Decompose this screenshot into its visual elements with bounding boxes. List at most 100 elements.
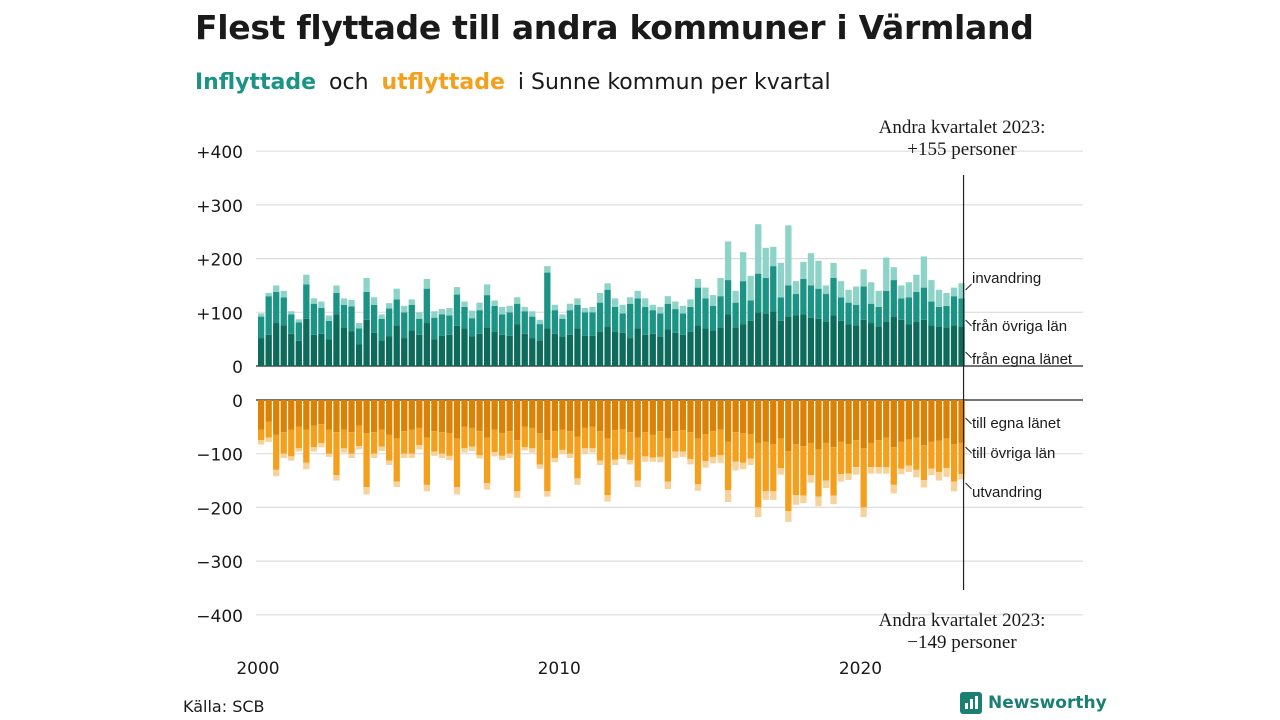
bar-out [280,453,287,458]
bar-out [777,438,784,469]
bar-out [574,400,581,437]
bar-out [611,400,619,431]
bar-out [935,400,943,441]
bar-out [386,400,393,435]
bar-out [499,455,506,461]
bar-out [740,462,747,470]
bar-out [950,444,958,482]
bar-out [807,475,815,483]
bar-out [273,400,280,435]
bar-in [423,323,430,366]
bar-out [709,400,717,432]
bar-in [770,266,777,312]
bar-out [747,400,754,435]
bar-out [378,446,385,452]
bar-in [634,328,641,366]
bar-out [664,400,671,439]
bar-out [875,440,882,468]
bar-in [611,298,619,307]
bar-in [950,287,958,297]
bar-in [687,306,694,332]
bar-out [393,400,400,439]
bar-in [499,334,506,366]
bar-in [280,325,287,366]
bar-out [755,507,762,518]
bar-out [370,400,378,433]
bar-out [386,460,393,465]
bar-in [755,224,762,274]
bar-out [898,441,905,469]
bar-out [642,432,649,457]
label-leader [965,319,972,327]
bar-out [544,440,551,492]
y-tick-label: 0 [232,358,243,378]
bar-in [325,339,333,366]
bar-out [958,474,965,480]
source-note: Källa: SCB [183,697,265,716]
bar-out [401,431,408,454]
bar-out [943,468,950,477]
bar-out [619,400,626,429]
bar-out [740,433,747,463]
bar-in [596,292,604,303]
bar-out [875,400,882,441]
bar-out [483,483,491,490]
bar-out [521,447,528,451]
bar-in [830,277,837,316]
bar-out [717,455,724,463]
bar-out [679,451,687,457]
series-label: från egna länet [972,351,1073,368]
bar-in [928,325,935,366]
bar-in [822,294,830,322]
bar-in [280,290,287,298]
bar-in [401,305,408,313]
bar-out [928,468,935,476]
bar-in [544,272,551,329]
bar-in [755,273,762,313]
bar-in [852,304,860,326]
bar-in [807,285,815,318]
bar-in [521,306,528,312]
newsworthy-logo[interactable]: Newsworthy [960,692,1107,714]
bar-in [762,247,769,278]
label-leader [965,446,972,454]
bar-out [363,400,370,434]
bar-out [566,453,574,458]
bar-out [453,486,461,495]
bar-in [883,290,890,322]
bar-in [529,316,536,339]
bar-out [514,491,521,498]
bar-out [596,460,604,465]
bar-out [370,453,378,458]
bar-out [589,448,596,453]
bar-out [679,400,687,431]
bar-out [265,437,272,442]
bar-out [280,432,287,454]
bar-out [642,456,649,462]
bar-out [928,400,935,442]
bar-in [273,323,280,366]
bar-out [950,481,958,492]
bar-in [868,282,875,304]
bar-out [634,437,641,481]
bar-in [709,305,717,331]
bar-out [468,400,476,428]
bar-in [935,306,943,327]
bar-in [295,322,302,341]
bar-out [288,429,295,457]
bar-out [295,448,302,452]
bar-out [860,448,867,508]
bar-out [393,481,400,487]
bar-out [634,400,641,438]
bar-in [273,285,280,292]
bar-out [370,432,378,454]
bar-in [664,296,671,304]
bar-in [431,311,438,318]
bar-in [687,331,694,366]
bar-out [860,507,867,518]
bar-in [642,298,649,307]
bar-out [438,400,446,433]
bar-in [694,279,702,288]
axes: +400 +300 +200 +100 0 0 −100 −200 −300 −400 2000 20… [196,143,965,679]
bar-in [408,299,415,305]
